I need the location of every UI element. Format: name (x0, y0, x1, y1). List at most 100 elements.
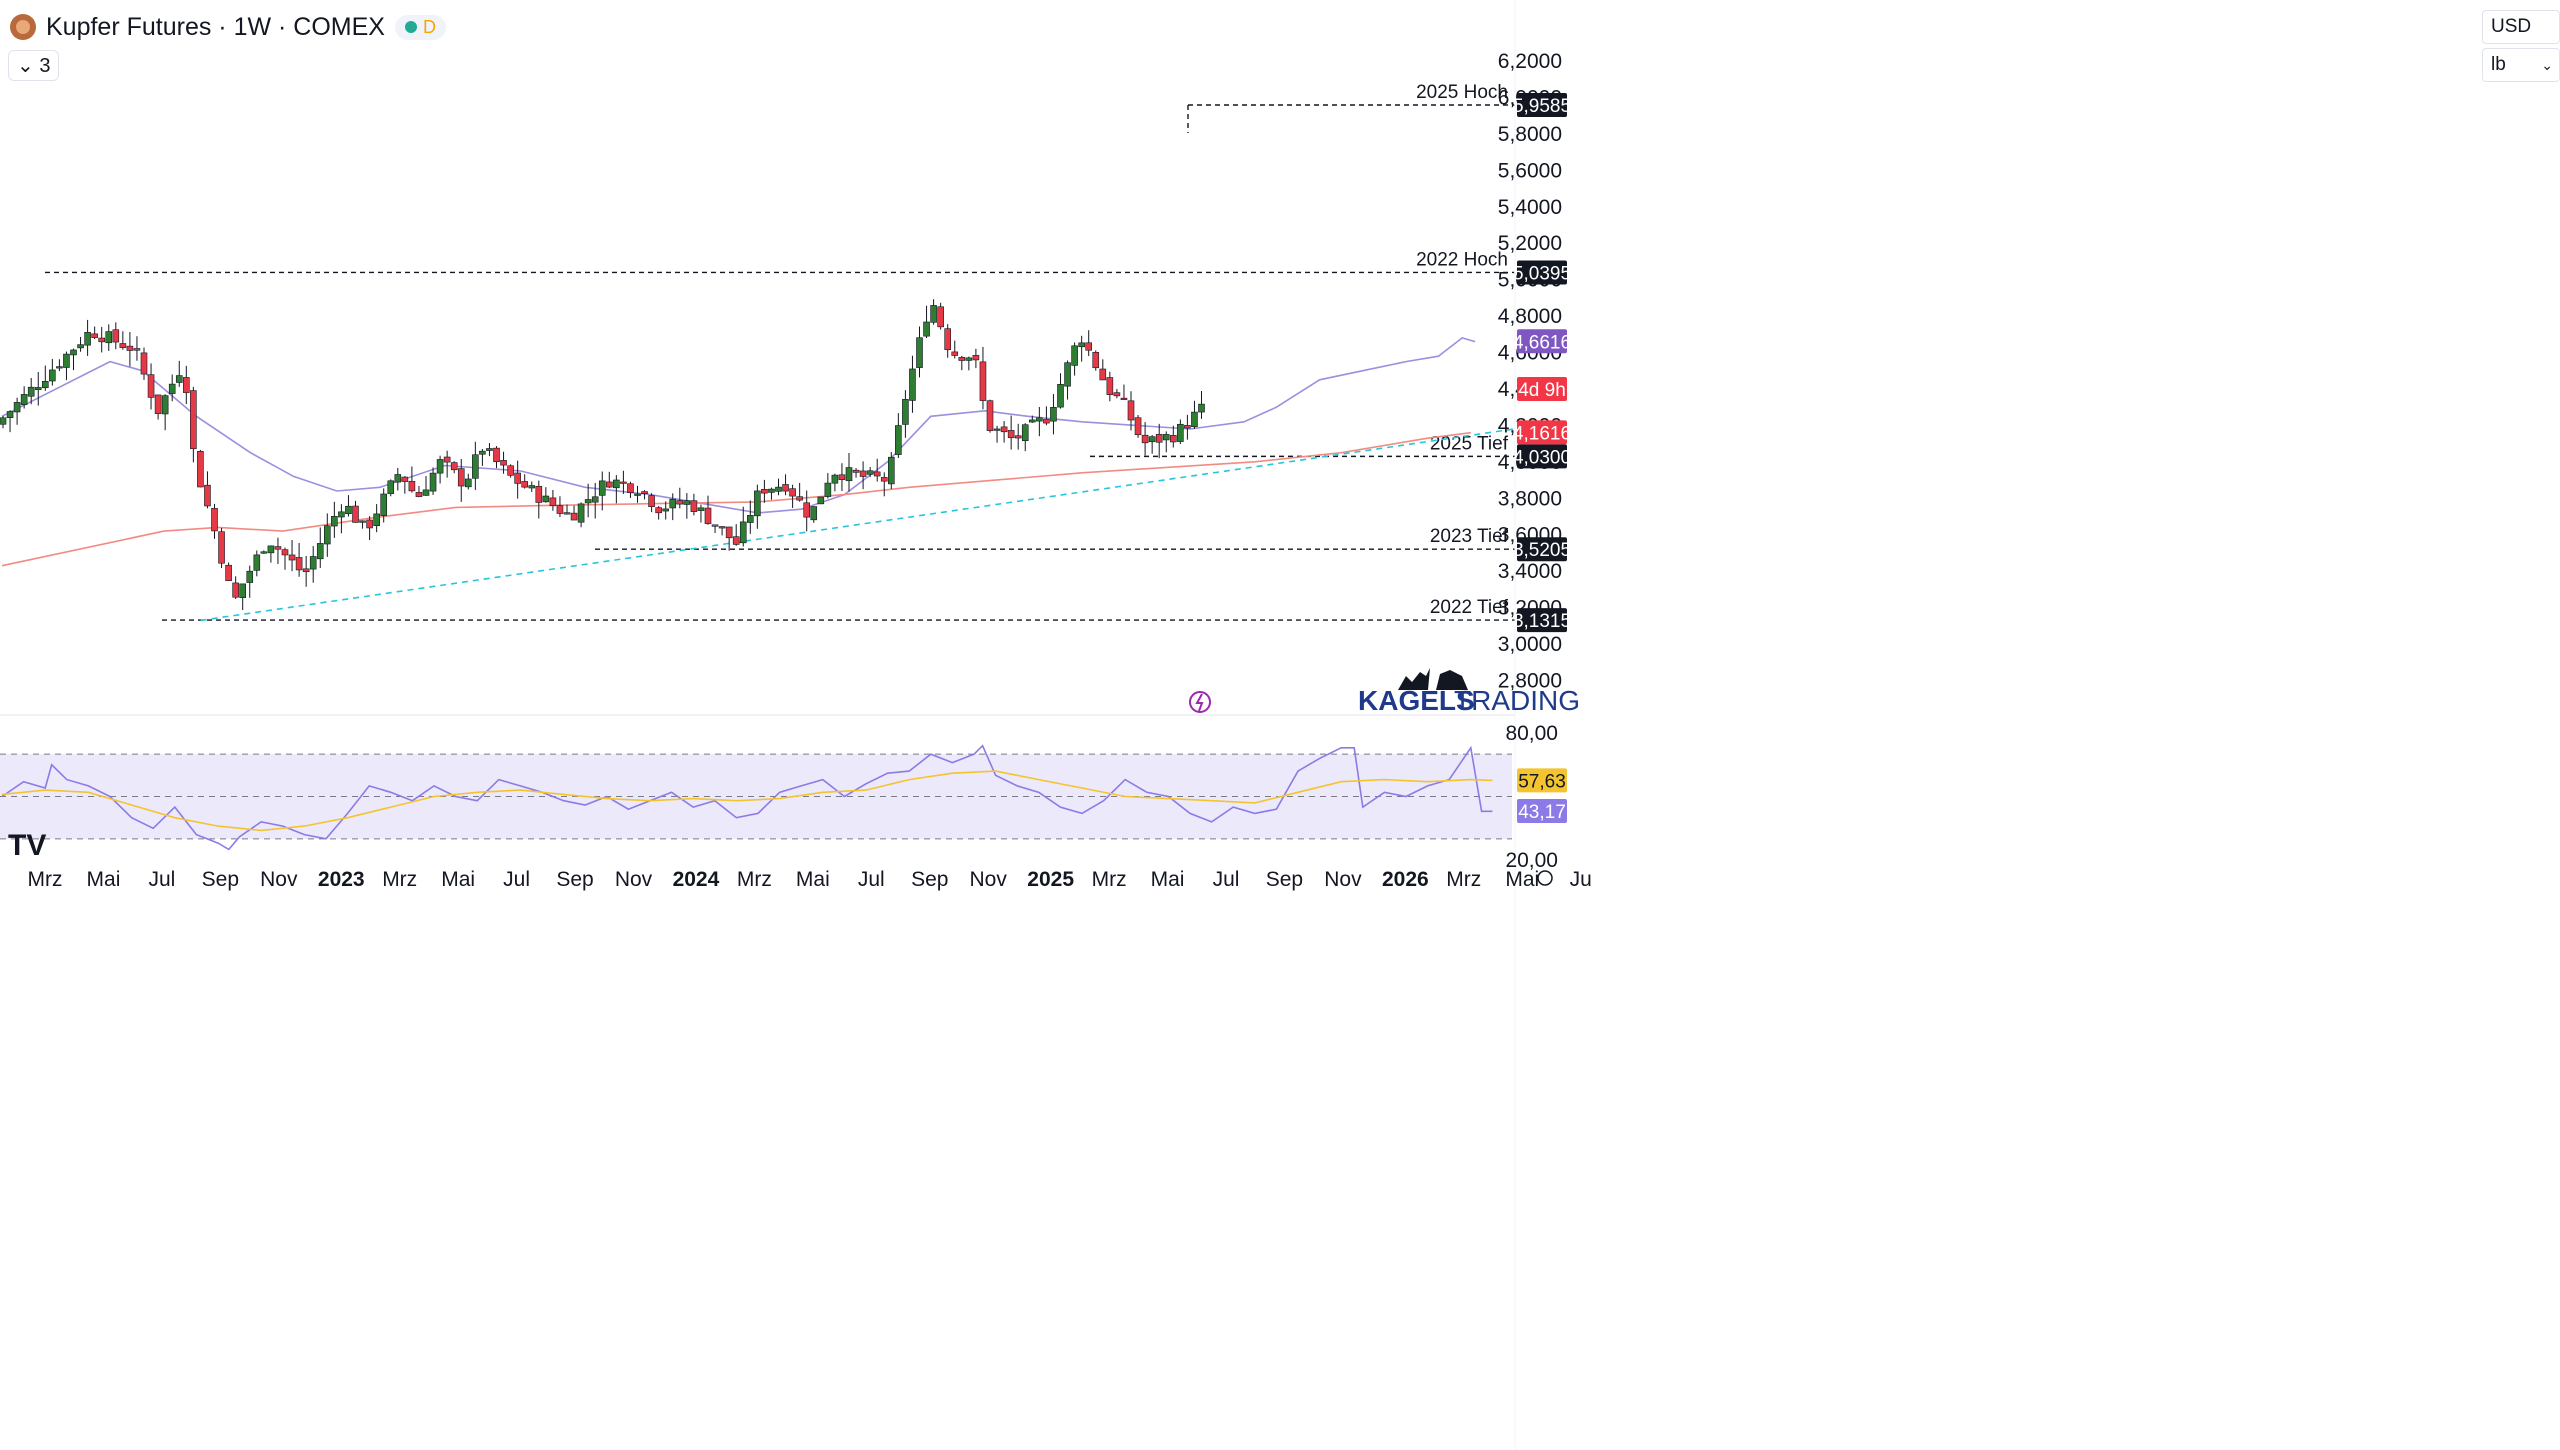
candle-down (98, 337, 105, 343)
candle-down (1127, 400, 1135, 421)
status-label: D (422, 16, 436, 37)
time-tick-label: Mrz (28, 868, 63, 891)
candle-down (119, 343, 127, 348)
candle-down (408, 480, 416, 492)
currency-label: USD (2491, 16, 2532, 37)
candle-up (338, 511, 345, 518)
candle-up (380, 493, 388, 516)
candle-down (718, 526, 726, 529)
price-tick-label: 3,4000 (1498, 560, 1562, 583)
candle-down (295, 557, 303, 571)
candle-up (683, 500, 691, 505)
unit-select[interactable]: lb ⌄ (2482, 48, 2560, 82)
candle-up (345, 505, 352, 515)
candle-up (754, 490, 761, 517)
candle-down (450, 462, 458, 471)
candle-down (91, 333, 98, 338)
candle-up (824, 482, 832, 497)
candle-up (472, 454, 479, 479)
time-tick-label: Mrz (737, 868, 772, 891)
candle-up (768, 488, 775, 493)
price-tag (1517, 376, 1567, 401)
candle-up (464, 478, 472, 488)
candle-up (387, 480, 395, 494)
axes: 6,20006,00005,80005,60005,40005,20005,00… (0, 0, 1592, 1450)
candle-down (873, 471, 881, 477)
candle-down (1134, 417, 1142, 436)
time-tick-label: 2023 (318, 868, 365, 891)
price-tick-label: 3,0000 (1498, 633, 1562, 656)
candle-down (958, 357, 966, 361)
time-tick-label: Mai (441, 868, 475, 891)
candle-down (352, 505, 359, 523)
level-price-tag-text: 5,0395 (1513, 263, 1571, 284)
market-open-dot-icon (404, 21, 417, 33)
level-price-tag-text: 4,0300 (1513, 447, 1571, 468)
candle-down (859, 470, 867, 477)
candle-up (916, 337, 923, 368)
candle-down (1099, 368, 1107, 381)
candle-down (641, 491, 648, 494)
rsi-line (1, 744, 1493, 851)
candle-down (535, 486, 543, 503)
candle-down (979, 361, 987, 401)
candle-down (183, 377, 190, 393)
candle-down (366, 519, 373, 529)
candle-down (1043, 419, 1050, 424)
candle-up (845, 467, 853, 482)
market-status-badge[interactable]: D (394, 14, 446, 40)
candle-up (739, 521, 747, 544)
candle-down (732, 536, 740, 545)
level-price-tag (1517, 537, 1567, 562)
price-tick-label: 3,8000 (1498, 487, 1562, 510)
candle-up (746, 515, 754, 523)
candle-up (1064, 362, 1071, 387)
time-tick-label: Sep (202, 868, 239, 891)
candle-down (514, 472, 521, 484)
price-pane: 2025 Hoch 2022 Hoch 2025 Tief 2023 Tief 2022… (0, 82, 1515, 622)
price-tag-text: 4,6616 (1513, 332, 1571, 353)
candle-down (218, 531, 225, 564)
price-tag (1517, 329, 1567, 354)
candle-up (598, 480, 606, 496)
candle-down (986, 400, 994, 431)
level-price-tag (1517, 444, 1567, 469)
time-tick-label: Mai (87, 868, 121, 891)
candle-down (944, 328, 952, 351)
candle-up (542, 495, 550, 503)
candle-up (13, 402, 21, 413)
candle-down (690, 500, 698, 512)
candle-up (331, 516, 338, 527)
candle-down (493, 447, 500, 463)
candle-up (394, 474, 402, 483)
time-tick-label: Mrz (1092, 868, 1127, 891)
candle-down (1170, 434, 1177, 443)
candle-up (1050, 407, 1057, 422)
candle-up (422, 489, 430, 496)
candle-up (77, 344, 84, 349)
candle-down (225, 564, 232, 581)
candle-down (563, 512, 571, 515)
candle-down (1092, 351, 1100, 369)
level-label: 2022 Tief (1430, 597, 1509, 618)
time-tick-label: 2024 (673, 868, 720, 891)
currency-select[interactable]: USD (2482, 10, 2560, 44)
candle-up (902, 399, 909, 425)
candle-down (204, 484, 211, 507)
symbol-title[interactable]: Kupfer Futures · 1W · COMEX (46, 12, 385, 41)
rsi-pane (0, 744, 1512, 851)
candle-down (704, 507, 712, 524)
bull-icon (1398, 668, 1430, 690)
candle-down (1014, 435, 1022, 439)
rsi-value-tag (1517, 798, 1567, 823)
candle-up (70, 349, 77, 356)
moving-average-short (1, 337, 1476, 514)
candle-up (584, 499, 592, 504)
indicator-collapse-button[interactable]: ⌄ 3 (8, 50, 60, 81)
candle-up (634, 493, 641, 496)
candle-down (880, 477, 888, 482)
candle-up (436, 459, 444, 474)
candle-up (486, 448, 493, 451)
candle-down (761, 488, 768, 494)
